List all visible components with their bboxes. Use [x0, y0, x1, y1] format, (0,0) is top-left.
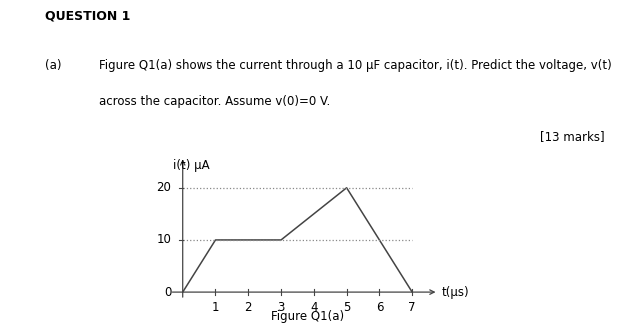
Text: 20: 20 [156, 181, 172, 194]
Text: QUESTION 1: QUESTION 1 [45, 10, 130, 23]
Text: 3: 3 [277, 302, 285, 315]
Text: across the capacitor. Assume v(0)=0 V.: across the capacitor. Assume v(0)=0 V. [99, 95, 330, 108]
Text: t(μs): t(μs) [442, 286, 469, 299]
Text: [13 marks]: [13 marks] [540, 130, 605, 143]
Text: 10: 10 [156, 233, 172, 246]
Text: 1: 1 [212, 302, 220, 315]
Text: 5: 5 [343, 302, 350, 315]
Text: Figure Q1(a): Figure Q1(a) [271, 310, 344, 323]
Text: Figure Q1(a) shows the current through a 10 μF capacitor, i(t). Predict the volt: Figure Q1(a) shows the current through a… [99, 59, 612, 72]
Text: 0: 0 [164, 286, 172, 299]
Text: 6: 6 [376, 302, 383, 315]
Text: i(t) μA: i(t) μA [173, 159, 209, 172]
Text: 7: 7 [408, 302, 416, 315]
Text: 2: 2 [244, 302, 252, 315]
Text: 4: 4 [310, 302, 317, 315]
Text: (a): (a) [45, 59, 61, 72]
